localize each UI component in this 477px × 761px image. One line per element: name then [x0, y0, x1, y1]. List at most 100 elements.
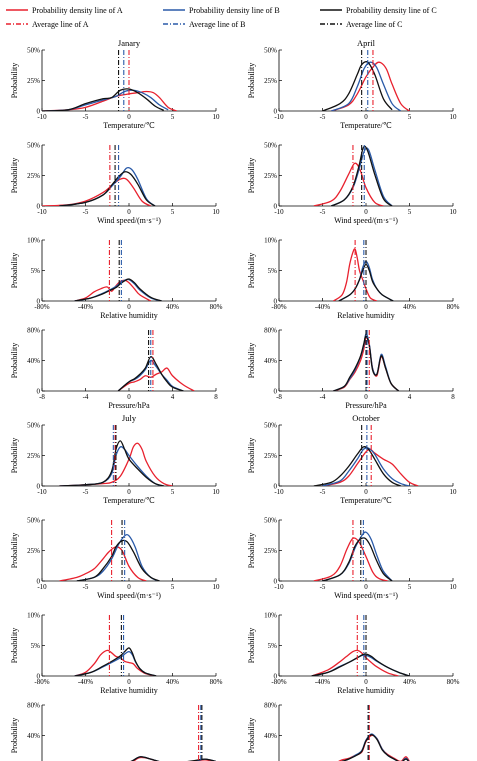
x-tick-label: 5	[171, 208, 175, 216]
density-line-a	[42, 177, 152, 206]
density-line-c	[42, 88, 165, 111]
x-tick-label: 0	[364, 113, 368, 121]
x-tick-label: 4	[408, 393, 412, 401]
x-tick-label: -8	[39, 393, 45, 401]
legend-item: Probability density line of A	[6, 6, 123, 15]
x-tick-label: -5	[83, 488, 89, 496]
x-tick-label: 5	[408, 208, 412, 216]
y-tick-label: 80%	[27, 702, 40, 710]
x-tick-label: -10	[274, 583, 284, 591]
density-line-c	[130, 756, 216, 761]
x-tick-label: 0	[127, 208, 131, 216]
y-axis-label: Probability	[10, 438, 19, 474]
x-axis-label: Wind speed/(m·s⁻¹)	[97, 216, 161, 225]
y-tick-label: 0	[274, 108, 278, 116]
y-tick-label: 40%	[27, 357, 40, 365]
panel: -80% -40% 0 40% 80% 0 5% 10% Relative humidity Pr…	[10, 612, 223, 696]
panel: -80% -40% 0 40% 80% 0 5% 10% Relative humidity Pr…	[247, 237, 460, 321]
legend-label: Average line of C	[346, 20, 403, 29]
x-tick-label: 0	[364, 393, 368, 401]
x-tick-label: 0	[127, 488, 131, 496]
panel: -8 -4 0 4 8 0 40% 80% Pressure/hPa Probability	[247, 327, 455, 411]
y-tick-label: 50%	[27, 517, 40, 525]
x-tick-label: -8	[276, 393, 282, 401]
x-tick-label: 80%	[210, 678, 223, 686]
density-line-a	[74, 279, 152, 301]
x-tick-label: -5	[83, 583, 89, 591]
plot-area	[333, 240, 394, 301]
x-tick-label: 0	[364, 488, 368, 496]
density-line-a	[313, 162, 384, 206]
panel-title: July	[122, 413, 137, 423]
panel: -10 -5 0 5 10 0 25% 50% Temperature/℃ Probability…	[247, 38, 457, 130]
y-tick-label: 25%	[27, 547, 40, 555]
y-axis-label: Probability	[10, 63, 19, 99]
y-tick-label: 25%	[27, 172, 40, 180]
x-tick-label: 5	[408, 113, 412, 121]
x-tick-label: -5	[320, 488, 326, 496]
y-tick-label: 50%	[27, 422, 40, 430]
x-tick-label: 8	[451, 393, 455, 401]
x-tick-label: 10	[213, 113, 221, 121]
x-tick-label: -5	[83, 113, 89, 121]
density-line-b	[330, 61, 402, 111]
y-tick-label: 80%	[27, 327, 40, 335]
y-tick-label: 40%	[264, 732, 277, 740]
plot-area	[311, 615, 410, 676]
x-tick-label: 4	[171, 393, 175, 401]
panel: -10 -5 0 5 10 0 25% 50% Temperature/℃ Probability…	[247, 413, 457, 505]
plot-area	[313, 425, 419, 486]
x-tick-label: 40%	[166, 303, 179, 311]
density-line-c	[313, 446, 402, 486]
legend-item: Average line of A	[6, 20, 89, 29]
x-axis-label: Pressure/hPa	[345, 401, 387, 410]
density-line-a	[330, 61, 410, 111]
plot-area	[333, 330, 400, 391]
x-tick-label: 5	[408, 583, 412, 591]
plot-area	[313, 520, 393, 581]
y-axis-label: Probability	[10, 158, 19, 194]
x-tick-label: 5	[171, 488, 175, 496]
y-tick-label: 25%	[264, 77, 277, 85]
y-tick-label: 40%	[264, 357, 277, 365]
y-tick-label: 10%	[264, 612, 277, 620]
x-tick-label: -40%	[315, 678, 330, 686]
panel: -10 -5 0 5 10 0 25% 50% Wind speed/(m·s⁻¹) Probab…	[10, 142, 220, 226]
plot-area	[59, 520, 160, 581]
legend-label: Probability density line of B	[189, 6, 280, 15]
x-axis-label: Wind speed/(m·s⁻¹)	[334, 591, 398, 600]
panel: -10 -5 0 5 10 0 25% 50% Temperature/℃ Probability…	[10, 413, 220, 505]
x-tick-label: 10	[450, 583, 458, 591]
plot-area	[42, 50, 178, 111]
x-tick-label: -80%	[271, 303, 286, 311]
x-axis-label: Temperature/℃	[103, 121, 155, 130]
x-tick-label: -80%	[34, 303, 49, 311]
x-tick-label: -10	[37, 488, 47, 496]
panel: -80% -40% 0 40% 80% 0 5% 10% Relative humidity Pr…	[10, 237, 223, 321]
density-line-b	[322, 447, 410, 486]
y-tick-label: 25%	[264, 547, 277, 555]
density-line-a	[322, 448, 419, 486]
x-axis-label: Relative humidity	[337, 686, 395, 695]
x-axis-label: Wind speed/(m·s⁻¹)	[334, 216, 398, 225]
x-tick-label: -10	[274, 488, 284, 496]
y-tick-label: 5%	[268, 267, 278, 275]
x-tick-label: -10	[37, 208, 47, 216]
y-tick-label: 5%	[31, 267, 41, 275]
x-tick-label: 40%	[403, 678, 416, 686]
y-tick-label: 0	[37, 203, 41, 211]
x-tick-label: -10	[274, 208, 284, 216]
y-tick-label: 10%	[264, 237, 277, 245]
panel: -8 -4 0 4 8 0 40% 80% Pressure/hPa Probability	[10, 327, 218, 411]
panel: -80% -40% 0 40% 80% 0 5% 10% Relative humidity Pr…	[247, 612, 460, 696]
y-tick-label: 50%	[264, 47, 277, 55]
legend-label: Average line of A	[32, 20, 89, 29]
density-line-a	[117, 367, 195, 391]
legend-label: Probability density line of C	[346, 6, 437, 15]
x-axis-label: Temperature/℃	[103, 496, 155, 505]
y-axis-label: Probability	[247, 628, 256, 664]
legend-item: Probability density line of B	[163, 6, 280, 15]
y-tick-label: 0	[274, 578, 278, 586]
x-tick-label: 0	[127, 678, 131, 686]
y-tick-label: 80%	[264, 702, 277, 710]
